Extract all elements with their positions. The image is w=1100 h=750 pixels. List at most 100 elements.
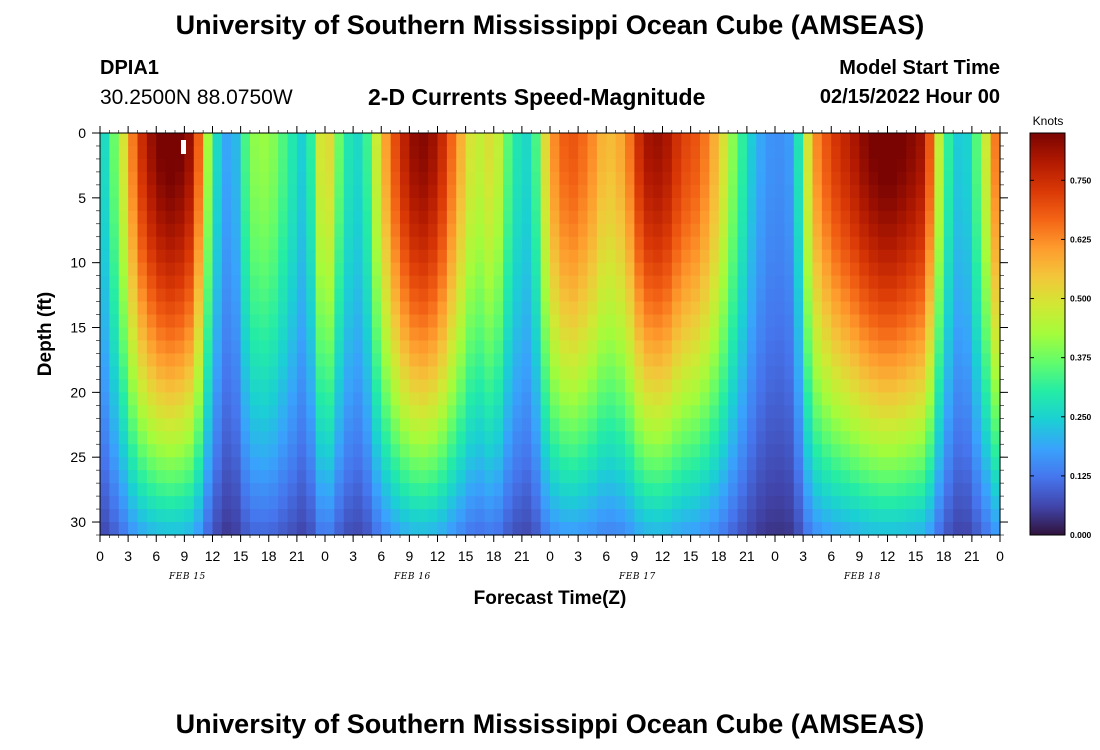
heat-cell — [943, 470, 954, 484]
heat-cell — [100, 366, 110, 380]
heat-cell — [521, 197, 532, 212]
heat-cell — [146, 301, 157, 316]
heat-cell — [878, 262, 889, 277]
heat-cell — [971, 223, 982, 238]
heat-cell — [128, 236, 139, 251]
heat-cell — [953, 353, 964, 368]
heat-cell — [484, 171, 495, 186]
heat-cell — [296, 457, 307, 471]
heat-cell — [146, 353, 157, 368]
heat-cell — [446, 418, 457, 432]
heat-cell — [896, 301, 907, 316]
heat-cell — [990, 236, 1001, 251]
heat-cell — [315, 197, 326, 212]
heat-cell — [784, 340, 795, 355]
heat-cell — [662, 509, 673, 523]
heat-cell — [259, 275, 270, 290]
heat-cell — [334, 418, 345, 432]
heat-cell — [596, 236, 607, 251]
heat-cell — [193, 379, 204, 393]
heat-cell — [718, 366, 729, 380]
heat-cell — [475, 288, 485, 303]
heat-cell — [100, 496, 110, 510]
heat-cell — [925, 171, 935, 186]
heat-cell — [812, 496, 823, 510]
heat-cell — [231, 314, 242, 329]
heat-cell — [568, 444, 579, 458]
heat-cell — [718, 184, 729, 199]
heat-cell — [212, 301, 223, 316]
heat-cell — [137, 262, 148, 277]
heat-cell — [878, 509, 889, 523]
heat-cell — [793, 145, 804, 160]
heat-cell — [390, 483, 401, 497]
heat-cell — [371, 470, 382, 484]
heat-cell — [962, 509, 973, 523]
heat-cell — [953, 483, 964, 497]
heat-cell — [625, 262, 635, 277]
heat-cell — [100, 223, 110, 238]
heat-cell — [418, 418, 429, 432]
heat-cell — [568, 483, 579, 497]
heat-cell — [146, 496, 157, 510]
colorbar-tick-label: 0.125 — [1070, 471, 1092, 481]
heat-cell — [793, 340, 804, 355]
heat-cell — [850, 444, 860, 458]
heat-cell — [250, 158, 260, 173]
heat-cell — [690, 327, 701, 342]
heat-cell — [728, 379, 739, 393]
heat-cell — [381, 210, 392, 225]
heat-cell — [268, 470, 279, 484]
heat-cell — [925, 366, 935, 380]
heat-cell — [240, 496, 251, 510]
heat-cell — [221, 483, 232, 497]
heat-cell — [915, 327, 926, 342]
heat-cell — [746, 262, 757, 277]
heat-cell — [109, 197, 120, 212]
heat-cell — [278, 457, 289, 471]
heat-cell — [418, 392, 429, 406]
heat-cell — [990, 184, 1001, 199]
heat-cell — [971, 133, 982, 147]
heat-cell — [259, 522, 270, 536]
heat-cell — [868, 262, 879, 277]
heat-cell — [484, 223, 495, 238]
heat-cell — [212, 522, 223, 536]
heat-cell — [859, 379, 870, 393]
heat-cell — [906, 522, 917, 536]
heat-cell — [559, 366, 570, 380]
heat-cell — [109, 158, 120, 173]
heat-cell — [175, 288, 185, 303]
heat-cell — [934, 405, 945, 419]
heat-cell — [868, 457, 879, 471]
heat-cell — [184, 496, 195, 510]
heat-cell — [700, 236, 710, 251]
heat-cell — [896, 210, 907, 225]
heat-cell — [381, 392, 392, 406]
heat-cell — [868, 509, 879, 523]
heat-cell — [503, 470, 514, 484]
heat-cell — [334, 353, 345, 368]
heat-cell — [709, 366, 720, 380]
heat-cell — [662, 158, 673, 173]
heat-cell — [606, 366, 617, 380]
heat-cell — [456, 392, 467, 406]
heat-cell — [521, 262, 532, 277]
heat-cell — [934, 509, 945, 523]
heat-cell — [671, 444, 682, 458]
heat-cell — [625, 522, 635, 536]
heat-cell — [606, 301, 617, 316]
heat-cell — [550, 431, 560, 445]
heat-cell — [859, 353, 870, 368]
heat-cell — [596, 301, 607, 316]
heat-cell — [278, 353, 289, 368]
heat-cell — [118, 444, 129, 458]
heat-cell — [109, 133, 120, 147]
heat-cell — [296, 184, 307, 199]
heat-cell — [381, 366, 392, 380]
heat-cell — [250, 418, 260, 432]
heat-cell — [840, 275, 851, 290]
heat-cell — [962, 392, 973, 406]
heat-cell — [606, 262, 617, 277]
heat-cell — [681, 418, 692, 432]
